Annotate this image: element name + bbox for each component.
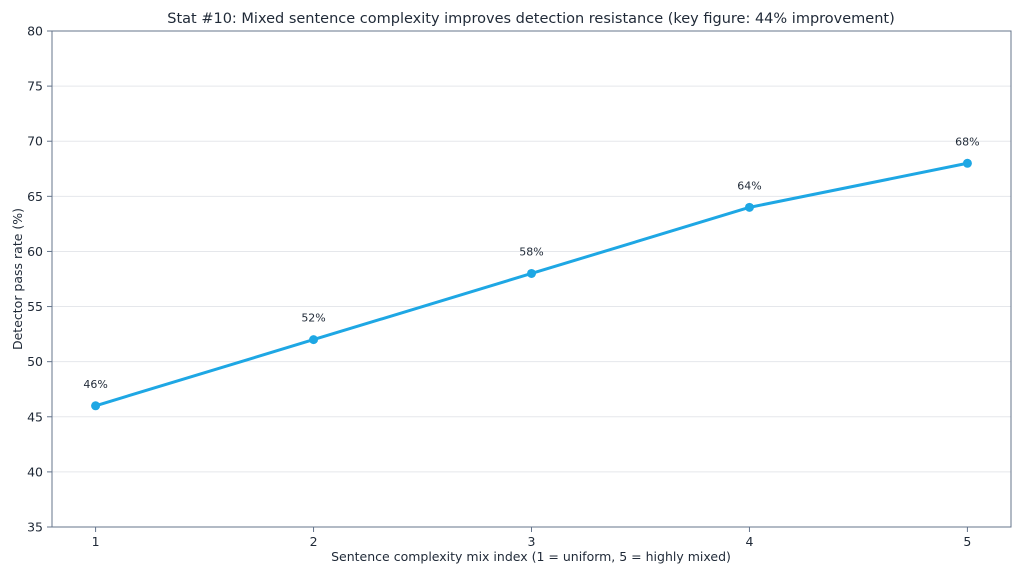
y-tick-label: 75 [27,79,43,94]
data-point [527,268,536,278]
data-label: 58% [519,245,543,258]
x-tick-label: 3 [528,534,536,549]
axes [51,30,1012,528]
data-series [91,158,972,411]
data-label: 68% [955,135,979,148]
data-point [962,158,972,168]
y-tick-label: 65 [27,189,43,204]
y-tick-label: 80 [27,24,43,39]
data-label: 64% [737,179,761,192]
grid-lines [52,85,1011,473]
x-tick-label: 5 [963,534,971,549]
y-tick-label: 35 [27,520,43,535]
data-point [744,202,754,212]
y-tick-label: 70 [27,134,43,149]
series-line [94,161,969,408]
x-tick-label: 2 [310,534,318,549]
y-tick-label: 40 [27,464,43,479]
chart-title: Stat #10: Mixed sentence complexity impr… [167,11,895,27]
data-label: 52% [301,312,325,325]
x-tick-label: 4 [745,534,753,549]
data-point [309,335,319,345]
y-axis-label: Detector pass rate (%) [10,208,25,350]
x-tick-label: 1 [92,534,100,549]
data-labels: 46% 52% 58% 64% 68% [83,135,979,390]
data-point [91,401,101,411]
y-tick-label: 45 [27,409,43,424]
y-tick-label: 50 [27,354,43,369]
data-label: 46% [83,378,107,391]
x-axis-label: Sentence complexity mix index (1 = unifo… [331,549,731,564]
y-tick-label: 60 [27,244,43,259]
plot-frame [51,30,1012,528]
y-tick-label: 55 [27,299,43,314]
